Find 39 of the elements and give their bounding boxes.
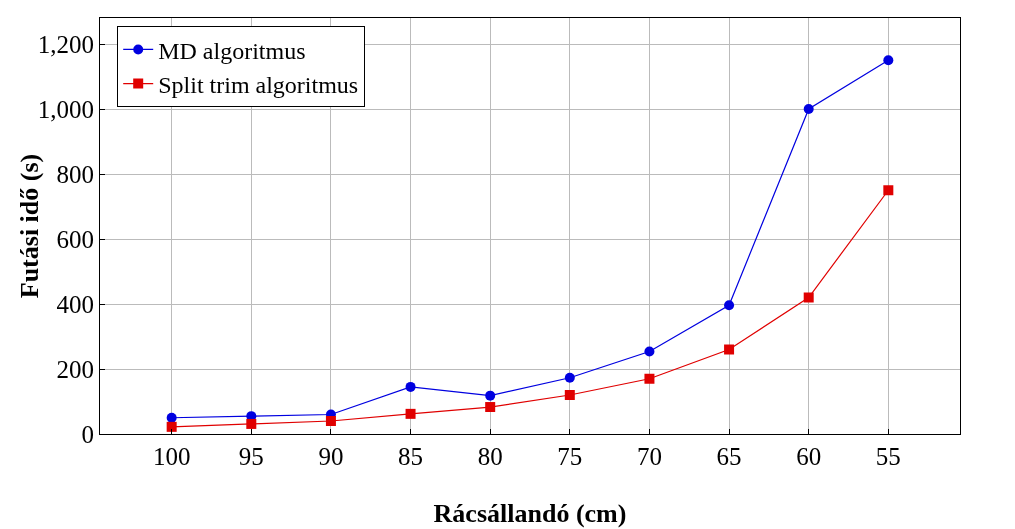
x-tick-label: 70 [636, 443, 662, 470]
x-tick-label: 85 [398, 443, 424, 470]
point [564, 390, 575, 400]
y-tick-label: 1,000 [37, 95, 94, 123]
point [803, 104, 814, 114]
point [724, 300, 735, 311]
point [724, 344, 735, 355]
x-axis-title: Rácsállandó (cm) [433, 499, 627, 528]
point [405, 381, 416, 392]
y-axis-title: Futási idő (s) [15, 153, 44, 299]
x-tick-label: 75 [557, 443, 583, 470]
point [883, 185, 894, 196]
point [485, 402, 496, 413]
point [405, 408, 416, 419]
x-tick-label: 80 [477, 443, 503, 470]
x-tick-label: 100 [152, 443, 191, 470]
point [246, 418, 257, 429]
point [166, 421, 177, 432]
point [803, 292, 814, 303]
legend-label: MD algoritmus [158, 37, 306, 64]
x-tick-label: 60 [796, 443, 822, 470]
point [166, 412, 177, 423]
point [485, 390, 496, 401]
x-tick-label: 65 [716, 443, 742, 470]
point [325, 416, 336, 426]
point [564, 372, 575, 383]
point [644, 346, 655, 357]
x-tick-label: 95 [238, 443, 264, 470]
y-tick-label: 0 [81, 420, 94, 448]
x-tick-label: 90 [318, 443, 344, 470]
point [644, 373, 655, 384]
y-tick-label: 200 [56, 355, 94, 383]
legend-label: Split trim algoritmus [158, 71, 359, 98]
y-tick-label: 400 [56, 290, 94, 318]
point [883, 55, 894, 66]
y-tick-label: 1,200 [37, 30, 94, 58]
x-tick-label: 55 [875, 443, 901, 470]
y-tick-label: 800 [56, 160, 94, 188]
y-tick-label: 600 [56, 225, 94, 253]
